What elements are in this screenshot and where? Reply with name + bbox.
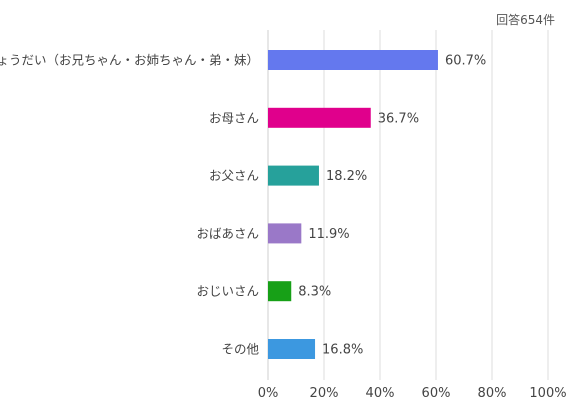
gridlines [267,30,549,380]
value-label: 18.2% [326,169,367,184]
value-label: 36.7% [378,111,419,126]
x-tick-label: 20% [310,386,339,401]
bar [268,50,438,70]
x-tick-label: 40% [366,386,395,401]
category-label: きょうだい（お兄ちゃん・お姉ちゃん・弟・妹） [0,53,259,68]
x-axis-ticks: 0% 20% 40% 60% 80% 100% [258,386,567,401]
x-tick-label: 100% [529,386,566,401]
value-label: 60.7% [445,54,486,69]
value-label: 8.3% [298,285,331,300]
category-label: おばあさん [196,226,259,241]
bar [268,281,292,302]
x-tick-label: 80% [478,386,507,401]
bar [268,165,319,186]
category-labels: きょうだい（お兄ちゃん・お姉ちゃん・弟・妹） お母さんお父さんおばあさんおじいさん… [0,53,259,357]
response-count-note: 回答654件 [496,13,555,27]
bar [268,223,302,244]
x-tick-label: 60% [422,386,451,401]
value-label: 16.8% [322,343,363,358]
category-label: その他 [221,342,259,357]
category-label: お父さん [209,168,259,183]
bars [268,50,438,359]
x-tick-label: 0% [258,386,279,401]
bar [268,339,316,359]
value-labels: 60.7% 36.7% 18.2% 11.9% 8.3% 16.8% [298,54,486,358]
value-label: 11.9% [308,227,349,242]
bar [268,107,371,128]
category-label: お母さん [209,110,259,125]
category-label: おじいさん [196,284,259,299]
